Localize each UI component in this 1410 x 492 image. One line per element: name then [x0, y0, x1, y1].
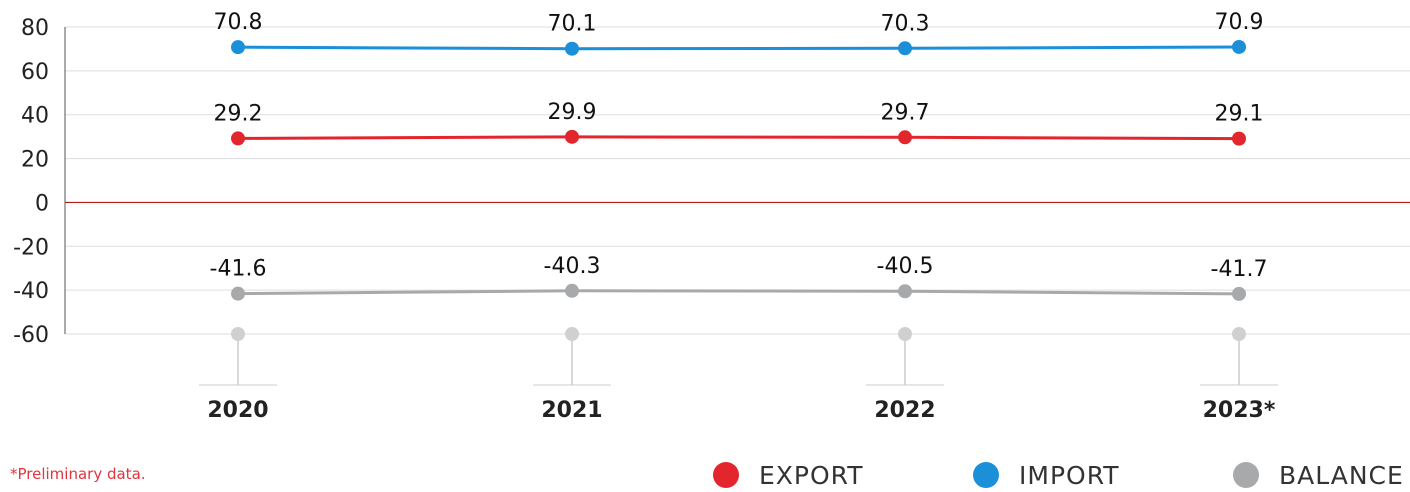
legend-swatch-import — [973, 462, 999, 488]
legend-balance: BALANCE — [1233, 458, 1404, 492]
data-label-export: 29.1 — [1215, 102, 1264, 127]
y-tick-label: -20 — [13, 235, 49, 260]
y-tick-label: 40 — [21, 104, 49, 129]
legend-import: IMPORT — [973, 458, 1120, 492]
data-point-balance — [898, 284, 912, 299]
legend-label-import: IMPORT — [1019, 460, 1120, 490]
data-point-export — [565, 129, 579, 144]
data-point-export — [1232, 131, 1246, 146]
data-point-import — [565, 41, 579, 56]
x-tick-label: 2021 — [541, 398, 602, 423]
data-label-balance: -41.7 — [1211, 257, 1268, 282]
line-chart: 80 60 40 20 0 -20 -40 -60 2020 2021 2022 2023* 29.2 2… — [13, 10, 1410, 423]
data-point-balance — [565, 283, 579, 298]
y-tick-label: 60 — [21, 60, 49, 85]
data-label-import: 70.3 — [881, 11, 930, 36]
legend-label-export: EXPORT — [759, 460, 864, 490]
series-line-balance — [237, 289, 1240, 296]
y-tick-label: 80 — [21, 16, 49, 41]
footnote: *Preliminary data. — [10, 465, 146, 483]
data-point-import — [231, 40, 245, 55]
data-point-balance — [1232, 286, 1246, 301]
data-point-import — [898, 41, 912, 56]
data-label-export: 29.2 — [214, 101, 263, 126]
x-tick-label: 2020 — [207, 398, 268, 423]
data-label-import: 70.8 — [214, 10, 263, 35]
legend-label-balance: BALANCE — [1279, 460, 1404, 490]
data-label-balance: -40.5 — [877, 254, 934, 279]
series-line-export — [237, 135, 1240, 141]
data-point-balance — [231, 286, 245, 301]
baseline-marker — [898, 327, 912, 341]
y-tick-label: -40 — [13, 279, 49, 304]
legend-swatch-export — [713, 462, 739, 488]
x-tick-label: 2023* — [1203, 398, 1276, 423]
series-line-import — [237, 45, 1240, 51]
baseline-marker — [565, 327, 579, 341]
legend-swatch-balance — [1233, 462, 1259, 488]
data-point-export — [231, 131, 245, 146]
baseline-marker — [1232, 327, 1246, 341]
data-label-export: 29.7 — [881, 100, 930, 125]
data-label-import: 70.1 — [548, 12, 597, 37]
data-label-import: 70.9 — [1215, 10, 1264, 35]
x-tick-label: 2022 — [874, 398, 935, 423]
baseline-marker — [231, 327, 245, 341]
data-point-import — [1232, 39, 1246, 54]
y-tick-label: 20 — [21, 148, 49, 173]
data-label-balance: -40.3 — [544, 254, 601, 279]
data-point-export — [898, 130, 912, 145]
y-tick-label: 0 — [35, 191, 49, 216]
data-label-export: 29.9 — [548, 100, 597, 125]
legend-export: EXPORT — [713, 458, 864, 492]
y-tick-label: -60 — [13, 323, 49, 348]
data-label-balance: -41.6 — [210, 257, 267, 282]
